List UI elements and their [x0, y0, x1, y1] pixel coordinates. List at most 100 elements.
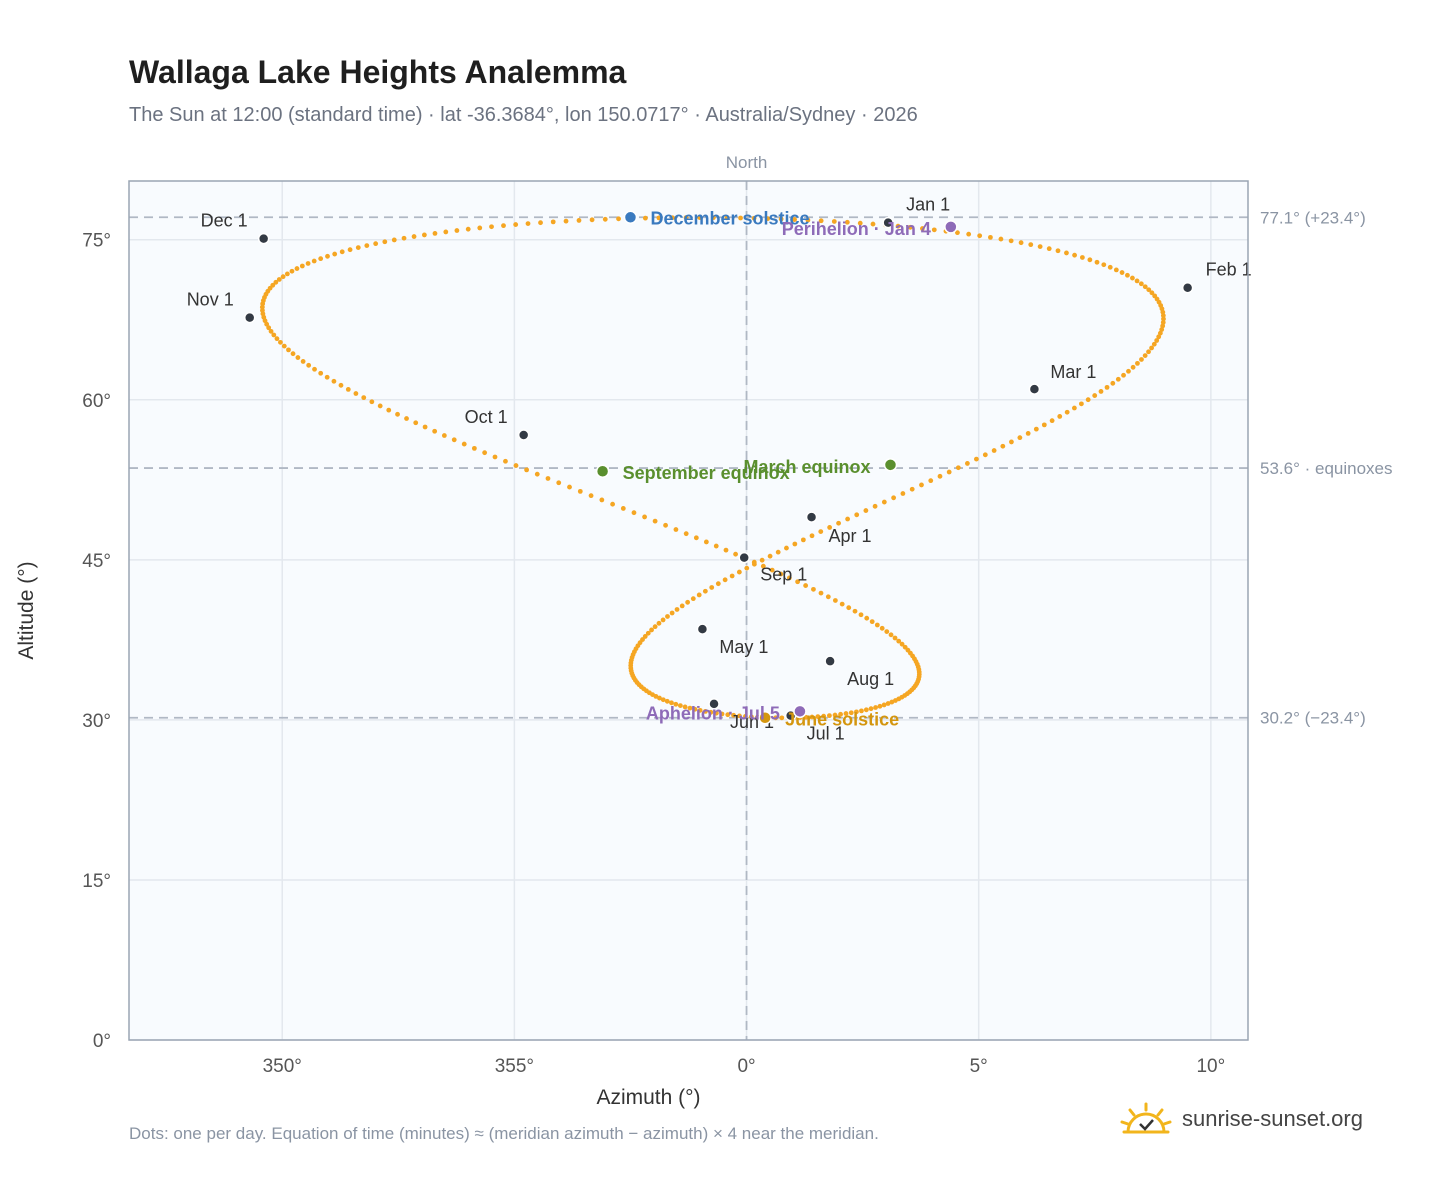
brand[interactable]: sunrise-sunset.org [1120, 1102, 1363, 1136]
day-dot [900, 491, 906, 496]
day-dot [663, 522, 668, 528]
day-dot [931, 227, 937, 233]
day-dot [848, 710, 854, 716]
day-dot [708, 709, 714, 715]
day-dot [713, 710, 719, 716]
day-dot [294, 266, 300, 271]
analemma-path [259, 215, 1166, 721]
day-dot [805, 217, 811, 223]
day-dot [854, 512, 860, 518]
day-dot [928, 478, 934, 484]
day-dot [832, 712, 838, 718]
day-dot [881, 702, 887, 708]
day-dot [909, 486, 915, 492]
month-marker-label: Mar 1 [1050, 362, 1096, 382]
day-dot [902, 644, 908, 650]
day-dot [731, 712, 736, 718]
day-dot [858, 612, 864, 618]
day-dot [803, 583, 809, 588]
day-dot [513, 222, 519, 227]
day-dot [1107, 264, 1113, 270]
month-marker [708, 698, 720, 710]
day-dot [311, 258, 317, 264]
day-dot [977, 233, 983, 239]
day-dot [759, 557, 765, 563]
day-dot [885, 701, 891, 706]
day-dot [503, 458, 508, 464]
month-marker [257, 232, 270, 245]
day-dot [863, 508, 869, 513]
day-dot [395, 411, 400, 417]
day-dot [738, 215, 743, 221]
day-dot [1064, 250, 1069, 256]
event-marker [623, 210, 638, 225]
month-marker-label: Nov 1 [187, 290, 234, 310]
month-marker-label: Dec 1 [201, 211, 248, 231]
day-dot [713, 543, 719, 549]
day-dot [576, 218, 582, 223]
month-marker [738, 551, 750, 564]
day-dot [295, 355, 301, 360]
y-tick-label: 15° [82, 871, 111, 892]
reference-line-label: 77.1° (+23.4°) [1260, 208, 1366, 227]
event-marker [758, 710, 772, 725]
day-dot [312, 366, 317, 372]
day-dot [338, 382, 344, 388]
day-dot [266, 325, 272, 331]
day-dot [874, 622, 880, 628]
day-dot [792, 217, 797, 222]
day-dot [679, 603, 685, 609]
day-dot [1115, 376, 1121, 382]
day-dot [324, 374, 330, 380]
reference-lines: 77.1° (+23.4°) 53.6° · equinoxes 30.2° (−2… [129, 208, 1393, 728]
day-dot [854, 709, 859, 715]
x-tick-label: 0° [737, 1056, 755, 1077]
day-dot [778, 216, 784, 222]
day-dot [1146, 287, 1152, 293]
day-dot [1037, 244, 1043, 249]
month-marker-label: Apr 1 [829, 526, 872, 546]
month-marker-label: Sep 1 [760, 565, 807, 585]
day-dot [1146, 349, 1151, 355]
day-dot [588, 493, 594, 499]
day-dot [751, 215, 757, 221]
day-dot [599, 497, 605, 503]
day-dot [1064, 409, 1070, 415]
month-marker [1181, 281, 1194, 294]
day-dot [318, 256, 324, 262]
day-dot [432, 230, 438, 236]
day-dot [353, 391, 359, 396]
day-dot [697, 215, 703, 221]
day-dot [454, 228, 460, 233]
day-dot [868, 706, 874, 712]
day-dot [863, 707, 869, 713]
day-dot [1161, 316, 1166, 322]
event-marker [595, 464, 610, 478]
day-dot [888, 632, 894, 638]
month-marker [805, 511, 818, 523]
day-dot [489, 224, 494, 230]
day-dot [656, 215, 662, 221]
day-dot [1025, 430, 1031, 436]
day-dot [331, 378, 337, 384]
event-label: September equinox [623, 463, 790, 483]
day-dot [723, 547, 729, 553]
day-dot [432, 428, 438, 434]
day-dot [827, 525, 833, 530]
day-dot [274, 336, 280, 342]
day-dot [748, 714, 754, 720]
footnote: Dots: one per day. Equation of time (min… [129, 1124, 879, 1143]
day-dot [1101, 262, 1107, 268]
day-dot [355, 245, 361, 251]
y-tick-label: 75° [82, 231, 111, 252]
event-marker [944, 220, 958, 234]
day-dot [325, 253, 330, 259]
day-dot [1055, 248, 1061, 254]
day-dot [1071, 405, 1077, 411]
day-dot [737, 713, 742, 719]
day-dot [451, 437, 457, 443]
day-dot [937, 473, 943, 479]
brand-text[interactable]: sunrise-sunset.org [1182, 1106, 1363, 1131]
day-dot [1160, 313, 1166, 318]
day-dot [682, 704, 688, 710]
